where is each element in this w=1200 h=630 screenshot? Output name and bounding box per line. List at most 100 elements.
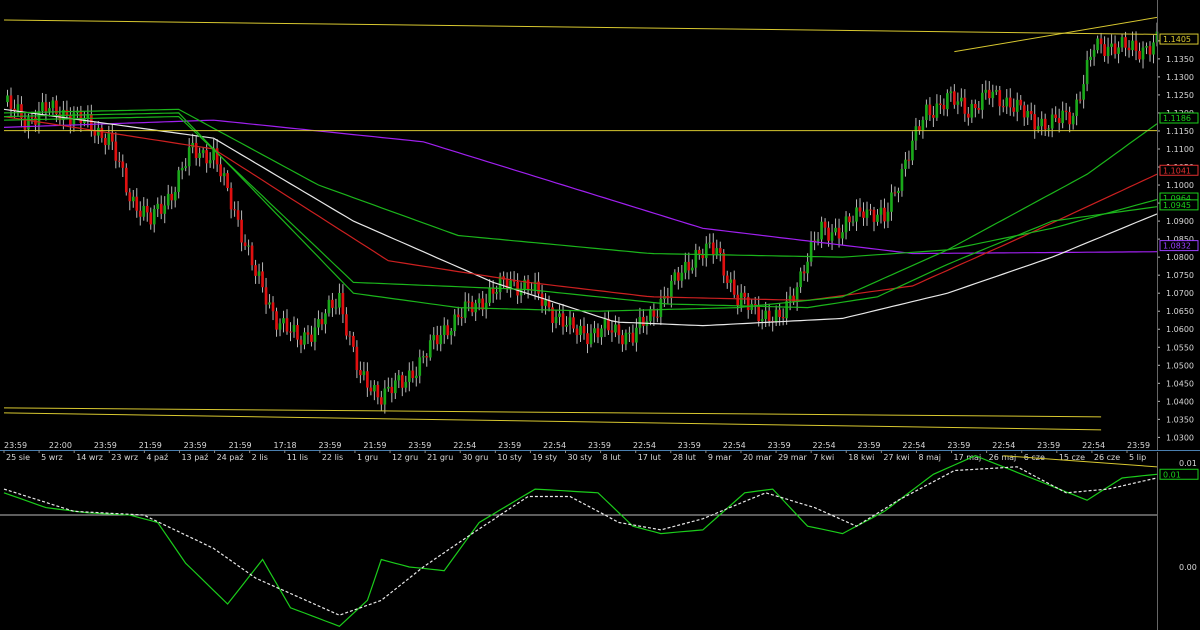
candle-body [960,97,963,102]
candle-body [841,232,844,239]
candle-body [219,164,222,177]
candle-body [1120,37,1124,48]
candle-body [911,140,914,161]
candle-body [135,196,139,211]
candle-body [145,206,149,213]
candle-body [946,93,949,110]
candle-body [886,211,890,222]
candle-body [470,301,474,313]
time-tick-label: 23:59 [678,441,701,450]
time-tick-label: 23:59 [408,441,431,450]
candle-body [142,206,146,217]
candle-body [215,148,219,165]
candle-body [278,323,282,330]
candle-body [1089,56,1092,60]
candle-body [187,147,191,167]
date-tick-label: 19 sty [532,453,557,462]
candle-body [561,313,565,327]
candle-body [282,318,285,324]
value-tag-label: 0.01 [1163,470,1181,479]
candle-body [439,335,443,345]
candle-body [9,95,13,109]
candle-body [925,104,928,121]
oscillator-tick-label: 0.00 [1179,563,1197,572]
candle-body [687,261,691,271]
candle-body [869,209,872,211]
candle-body [607,318,610,331]
candle-body [163,205,167,214]
candle-body [900,168,904,191]
date-tick-label: 10 sty [497,453,522,462]
candle-body [292,325,296,332]
candle-body [656,316,659,318]
price-tick-label: 1.0800 [1166,253,1194,262]
candle-body [725,275,729,283]
candle-body [704,243,708,259]
candle-body [233,209,236,211]
oscillator-panel [0,455,1158,627]
date-tick-label: 24 paź [217,453,244,462]
candle-body [942,104,946,110]
candle-body [823,221,827,228]
candle-body [1036,126,1040,130]
candle-body [152,208,156,225]
candle-body [1026,111,1030,118]
candle-body [1078,99,1082,101]
candle-body [285,318,289,332]
candle-body [107,132,111,146]
date-tick-label: 12 gru [392,453,418,462]
candle-body [631,332,635,343]
price-tick-label: 1.0750 [1166,271,1194,280]
candle-body [173,191,177,201]
candle-body [341,292,345,315]
candle-body [1096,38,1099,51]
candle-body [785,301,788,319]
candle-body [743,292,747,298]
candle-body [544,300,547,306]
candle-body [540,293,544,306]
candle-body [268,302,271,305]
candle-body [212,148,215,161]
candle-body [425,356,429,358]
price-tick-label: 1.0350 [1166,415,1194,424]
price-tick-label: 1.1300 [1166,73,1194,82]
date-tick-label: 8 lut [603,453,621,462]
date-tick-label: 29 mar [778,453,807,462]
date-tick-label: 17 maj [954,453,982,462]
date-tick-label: 4 paź [146,453,168,462]
candle-body [407,370,411,382]
value-tag-box [1159,33,1199,45]
candle-body [1012,107,1016,112]
candle-body [879,207,883,215]
candle-body [1124,37,1127,48]
time-tick-label: 23:59 [768,441,791,450]
candle-body [973,103,977,108]
date-tick-label: 30 gru [462,453,488,462]
candle-body [289,331,292,333]
candle-body [774,309,778,323]
candle-body [138,210,142,217]
value-tag-label: 1.1186 [1163,114,1191,123]
candle-body [362,371,366,376]
candle-body [421,356,425,358]
candle-body [893,192,897,194]
candle-body [390,386,394,394]
candle-body [467,301,471,303]
candle-body [677,272,680,281]
candle-body [858,207,862,212]
value-tag-box [1159,164,1199,176]
candle-body [512,280,516,282]
date-tick-label: 13 paź [181,453,208,462]
candle-body [718,248,722,253]
candle-body [593,328,596,334]
candle-body [6,95,9,103]
candle-body [865,209,869,218]
price-tick-label: 1.0550 [1166,343,1194,352]
candle-body [229,187,233,210]
candle-body [376,384,380,398]
value-tag-box [1159,240,1199,252]
candle-body [851,221,855,223]
date-tick-label: 20 mar [743,453,772,462]
candle-body [907,159,911,161]
